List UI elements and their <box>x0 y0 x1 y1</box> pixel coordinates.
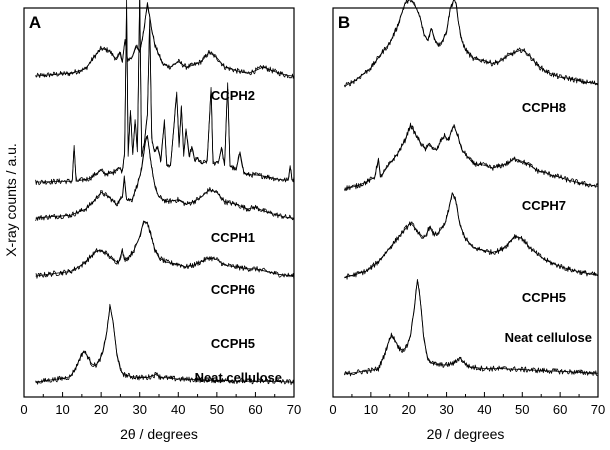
trace-outline-b-ccph7 <box>344 124 599 189</box>
x-tick-label-20: 20 <box>401 402 415 417</box>
x-axis-label-a: 2θ / degrees <box>120 426 198 442</box>
x-tick-label-70: 70 <box>287 402 301 417</box>
trace-outline-a-ccph5 <box>35 220 295 277</box>
curve-label-a-ccph2: CCPH2 <box>211 88 255 103</box>
trace-outline-a-ccph2 <box>35 2 295 77</box>
x-axis-label-b: 2θ / degrees <box>427 426 505 442</box>
curve-label-a-ccph6: CCPH6 <box>211 282 255 297</box>
trace-a-ccph5 <box>35 221 295 279</box>
x-tick-label-50: 50 <box>515 402 529 417</box>
curve-label-b-ccph5: CCPH5 <box>522 290 566 305</box>
panel-b: B 0 10 20 30 40 50 60 70 2θ / degrees CCPH8 CCPH7 CC… <box>329 0 605 442</box>
curve-label-b-ccph8: CCPH8 <box>522 100 566 115</box>
x-tick-label-70: 70 <box>591 402 605 417</box>
trace-outline-a-ccph6 <box>35 134 295 219</box>
trace-outline-a-ccph1 <box>35 0 294 183</box>
x-tick-label-10: 10 <box>364 402 378 417</box>
curve-label-a-ccph1: CCPH1 <box>211 230 255 245</box>
curve-label-a-neat-cellulose: Neat cellulose <box>195 370 282 385</box>
panel-letter-b: B <box>338 13 350 32</box>
x-tick-label-30: 30 <box>439 402 453 417</box>
x-tick-label-60: 60 <box>248 402 262 417</box>
x-tick-label-30: 30 <box>132 402 146 417</box>
x-tick-label-10: 10 <box>55 402 69 417</box>
trace-outline-b-neat-cellulose <box>344 279 599 375</box>
trace-b-ccph5 <box>344 193 599 280</box>
curve-label-b-ccph7: CCPH7 <box>522 198 566 213</box>
trace-outline-b-ccph8 <box>344 0 599 87</box>
x-tick-label-40: 40 <box>477 402 491 417</box>
panel-letter-a: A <box>29 13 41 32</box>
trace-a-ccph1 <box>35 0 295 186</box>
x-tick-label-50: 50 <box>210 402 224 417</box>
x-tick-label-40: 40 <box>171 402 185 417</box>
x-tick-label-20: 20 <box>94 402 108 417</box>
x-tick-label-0: 0 <box>20 402 27 417</box>
trace-a-neat-cellulose <box>35 303 295 386</box>
curve-label-a-ccph5: CCPH5 <box>211 336 255 351</box>
x-tick-label-0: 0 <box>329 402 336 417</box>
trace-b-ccph7 <box>343 122 599 192</box>
x-tick-label-60: 60 <box>553 402 567 417</box>
trace-outline-b-ccph5 <box>344 192 599 278</box>
trace-a-ccph2 <box>35 4 295 79</box>
trace-b-ccph8 <box>343 0 599 88</box>
panel-a: A 0 10 20 30 40 50 60 70 2θ / degrees CCPH2 CCPH1 CC… <box>20 0 301 442</box>
curve-label-b-neat-cellulose: Neat cellulose <box>505 330 592 345</box>
y-axis-label: X-ray counts / a.u. <box>3 143 19 257</box>
trace-outline-a-neat-cellulose <box>35 305 295 383</box>
